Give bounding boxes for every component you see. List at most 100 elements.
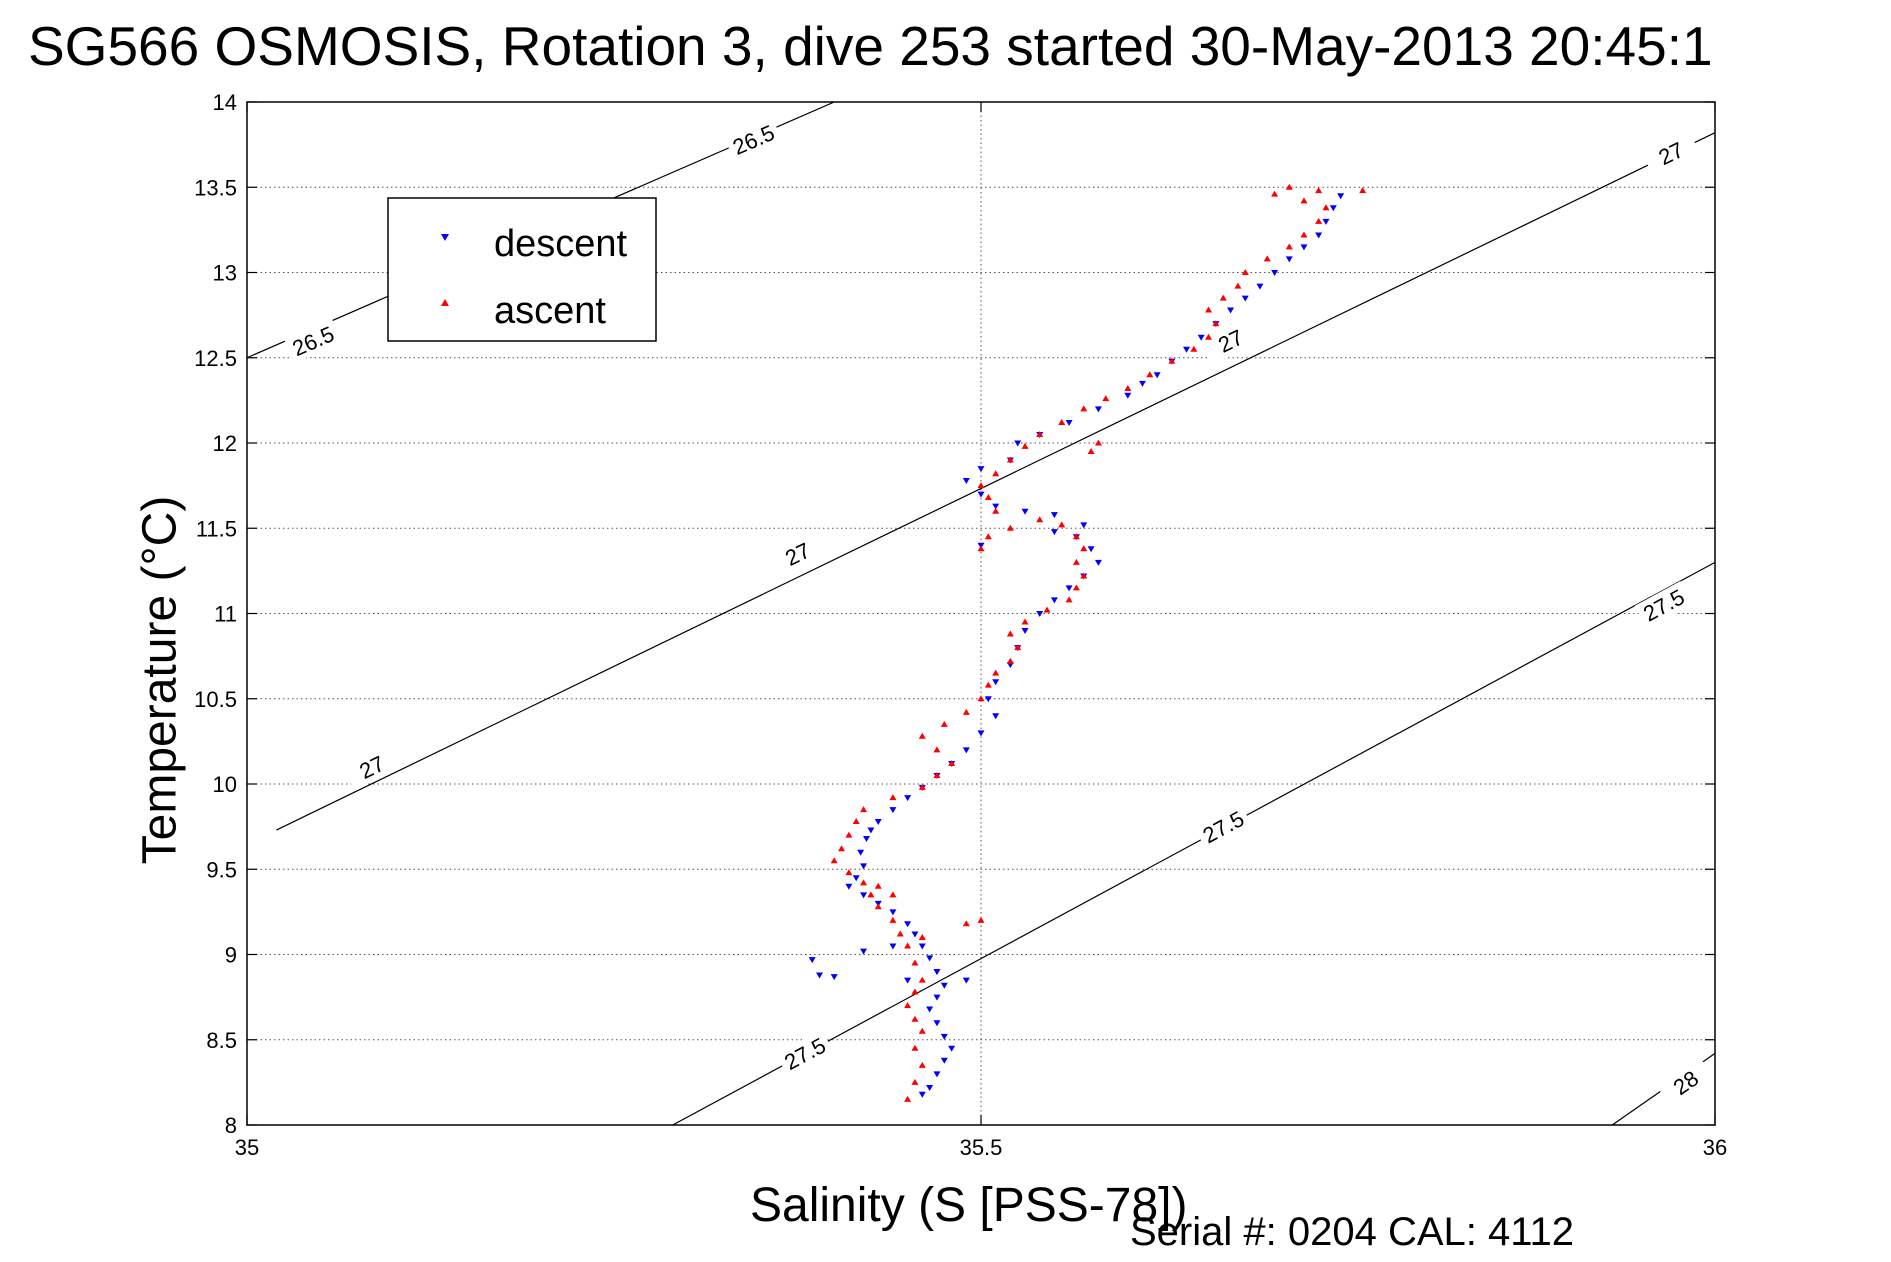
y-tick-label: 8 <box>225 1113 237 1138</box>
ascent-point <box>918 783 926 790</box>
ascent-point <box>1080 572 1088 579</box>
descent-point <box>1153 372 1161 379</box>
descent-point <box>862 836 870 843</box>
descent-point <box>889 807 897 814</box>
descent-series <box>808 193 1345 1098</box>
ascent-point <box>1205 333 1213 340</box>
density-contour-line <box>276 132 1715 831</box>
descent-point <box>992 503 1000 510</box>
ascent-point <box>940 720 948 727</box>
y-tick-label: 8.5 <box>206 1028 237 1053</box>
ascent-point <box>874 882 882 889</box>
ascent-point <box>904 942 912 949</box>
x-tick-label: 35.5 <box>960 1135 1003 1160</box>
x-tick-label: 35 <box>235 1135 259 1160</box>
descent-point <box>874 819 882 826</box>
ascent-series <box>830 183 1367 1102</box>
ascent-point <box>1146 371 1154 378</box>
ascent-point <box>933 771 941 778</box>
descent-point <box>1271 270 1279 276</box>
ascent-point <box>852 818 860 825</box>
ascent-point <box>911 1078 919 1085</box>
y-tick-label: 11.5 <box>196 516 237 541</box>
ascent-point <box>933 746 941 753</box>
ascent-point <box>992 507 1000 514</box>
descent-point <box>1337 193 1345 200</box>
ascent-point <box>1014 644 1022 651</box>
ascent-point <box>918 1061 926 1068</box>
ascent-point <box>1315 187 1323 194</box>
contour-label-bg <box>284 318 343 364</box>
y-tick-label: 14 <box>213 90 237 115</box>
ascent-point <box>889 916 897 923</box>
x-axis-label: Salinity (S [PSS-78]) <box>750 1179 1188 1232</box>
descent-point <box>852 875 860 882</box>
density-contour-label: 26.5 <box>289 321 338 361</box>
ascent-point <box>845 831 853 838</box>
ascent-point <box>1300 231 1308 238</box>
descent-point <box>962 977 970 984</box>
ascent-point <box>992 669 1000 676</box>
ascent-point <box>1322 204 1330 211</box>
ascent-point <box>1300 197 1308 204</box>
ascent-point <box>977 916 985 923</box>
y-tick-label: 10.5 <box>194 687 237 712</box>
ascent-point <box>1058 521 1066 528</box>
x-tick-label: 36 <box>1703 1135 1727 1160</box>
descent-point <box>808 957 816 964</box>
legend-descent-label: descent <box>494 223 628 265</box>
descent-point <box>1065 585 1073 592</box>
ascent-point <box>962 920 970 927</box>
descent-point <box>977 491 985 498</box>
ascent-point <box>904 1002 912 1009</box>
descent-point <box>1241 295 1249 302</box>
descent-point <box>911 931 919 938</box>
density-contour-line <box>672 561 1715 1125</box>
descent-point <box>904 977 912 984</box>
ascent-point <box>874 903 882 910</box>
descent-point <box>1124 392 1132 399</box>
descent-point <box>1021 628 1029 635</box>
descent-point <box>816 972 824 979</box>
ascent-point <box>977 482 985 489</box>
ascent-point <box>860 806 868 813</box>
descent-point <box>1021 508 1029 515</box>
descent-point <box>857 849 865 856</box>
ascent-point <box>918 933 926 940</box>
descent-point <box>860 892 868 899</box>
contour-label-bg <box>1194 802 1253 851</box>
ascent-point <box>1263 255 1271 262</box>
ascent-point <box>1058 419 1066 426</box>
legend-ascent-marker <box>441 299 449 306</box>
descent-point <box>933 1020 941 1027</box>
ascent-point <box>1359 187 1367 194</box>
ascent-point <box>1102 395 1110 402</box>
ascent-point <box>918 976 926 983</box>
legend-ascent-label: ascent <box>494 290 606 332</box>
ascent-point <box>1021 442 1029 449</box>
descent-point <box>1050 529 1058 536</box>
ascent-point <box>984 681 992 688</box>
y-tick-label: 9.5 <box>206 857 237 882</box>
y-axis-label: Temperature (°C) <box>133 495 187 865</box>
ascent-point <box>984 494 992 501</box>
descent-point <box>918 1091 926 1098</box>
ascent-point <box>948 760 956 767</box>
contour-label-bg <box>775 1029 834 1078</box>
descent-point <box>1227 307 1235 314</box>
descent-point <box>962 747 970 754</box>
ascent-point <box>867 891 875 898</box>
y-tick-label: 12.5 <box>194 346 237 371</box>
ascent-point <box>918 732 926 739</box>
ascent-point <box>1168 357 1176 364</box>
descent-point <box>977 466 985 473</box>
descent-point <box>1065 420 1073 427</box>
ascent-point <box>838 845 846 852</box>
y-tick-label: 11 <box>214 602 237 627</box>
ascent-point <box>1234 282 1242 289</box>
ascent-point <box>911 1015 919 1022</box>
descent-point <box>904 795 912 802</box>
ascent-point <box>984 533 992 540</box>
descent-point <box>984 696 992 703</box>
descent-point <box>1285 256 1293 263</box>
